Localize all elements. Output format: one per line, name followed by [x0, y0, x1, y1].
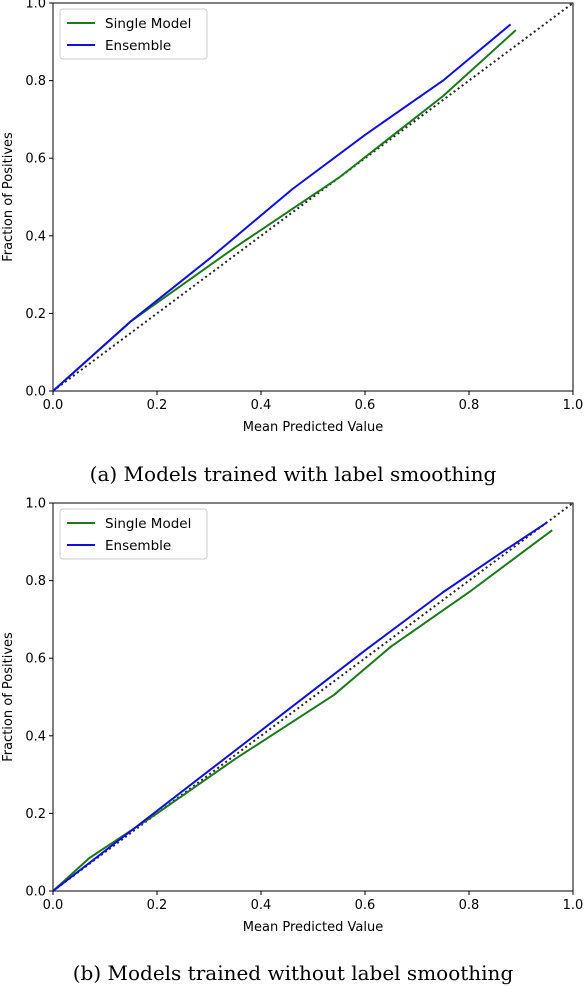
reference-diagonal	[52, 502, 574, 892]
chart-panel-a: 0.0 0.2 0.4 0.6 0.8 1.0 0.0 0.2 0.4 0.6 0.8 1.0 Me…	[1, 0, 583, 486]
legend-entry-label: Single Model	[105, 516, 191, 532]
y-tick-label: 0.8	[25, 74, 46, 89]
x-axis-ticks: 0.0 0.2 0.4 0.6 0.8 1.0	[43, 391, 584, 413]
legend-entry-label: Ensemble	[105, 38, 171, 54]
x-tick-label: 0.4	[251, 898, 272, 913]
y-axis-label: Fraction of Positives	[1, 132, 16, 262]
perfect-calibration-line	[52, 502, 574, 892]
y-tick-label: 0.6	[25, 152, 46, 167]
caption: (a) Models trained with label smoothing	[90, 462, 497, 486]
perfect-calibration-line	[52, 2, 574, 392]
x-tick-label: 1.0	[563, 398, 584, 413]
legend-box	[59, 8, 208, 60]
x-tick-label: 0.4	[251, 398, 272, 413]
y-tick-label: 0.4	[25, 729, 46, 744]
caption: (b) Models trained without label smoothi…	[73, 961, 514, 985]
legend-entry-label: Single Model	[105, 16, 191, 32]
reference-diagonal	[52, 2, 574, 392]
x-tick-label: 0.0	[43, 898, 64, 913]
series-line-ensemble	[52, 23, 512, 392]
x-tick-label: 0.2	[147, 898, 168, 913]
x-axis-label: Mean Predicted Value	[243, 920, 383, 935]
x-tick-label: 0.6	[355, 898, 376, 913]
x-axis-label: Mean Predicted Value	[243, 420, 383, 435]
x-axis-ticks: 0.0 0.2 0.4 0.6 0.8 1.0	[43, 891, 584, 913]
y-tick-label: 0.6	[25, 652, 46, 667]
x-tick-label: 1.0	[563, 898, 584, 913]
series-line-ensemble	[52, 521, 548, 892]
y-tick-label: 0.0	[25, 885, 46, 900]
y-axis-ticks: 0.0 0.2 0.4 0.6 0.8 1.0	[25, 497, 53, 900]
y-tick-label: 0.2	[25, 807, 46, 822]
chart-panel-b: 0.0 0.2 0.4 0.6 0.8 1.0 0.0 0.2 0.4 0.6 0.8 1.0 Me…	[1, 497, 583, 986]
y-axis-label: Fraction of Positives	[1, 632, 16, 762]
y-tick-label: 0.0	[25, 385, 46, 400]
y-axis-ticks: 0.0 0.2 0.4 0.6 0.8 1.0	[25, 0, 53, 400]
y-tick-label: 1.0	[25, 0, 46, 12]
series-layer	[52, 521, 553, 892]
legend-box	[59, 508, 208, 560]
x-tick-label: 0.2	[147, 398, 168, 413]
series-layer	[52, 23, 517, 392]
plot-frame	[52, 2, 574, 392]
x-tick-label: 0.6	[355, 398, 376, 413]
legend-entry-label: Ensemble	[105, 538, 171, 554]
y-tick-label: 0.4	[25, 229, 46, 244]
y-tick-label: 0.2	[25, 307, 46, 322]
legend: Single Model Ensemble	[59, 508, 208, 560]
y-tick-label: 0.8	[25, 574, 46, 589]
x-tick-label: 0.0	[43, 398, 64, 413]
plot-frame	[52, 502, 574, 892]
x-tick-label: 0.8	[459, 398, 480, 413]
x-tick-label: 0.8	[459, 898, 480, 913]
series-line-single-model	[52, 29, 517, 392]
legend: Single Model Ensemble	[59, 8, 208, 60]
y-tick-label: 1.0	[25, 497, 46, 512]
series-line-single-model	[52, 529, 553, 892]
